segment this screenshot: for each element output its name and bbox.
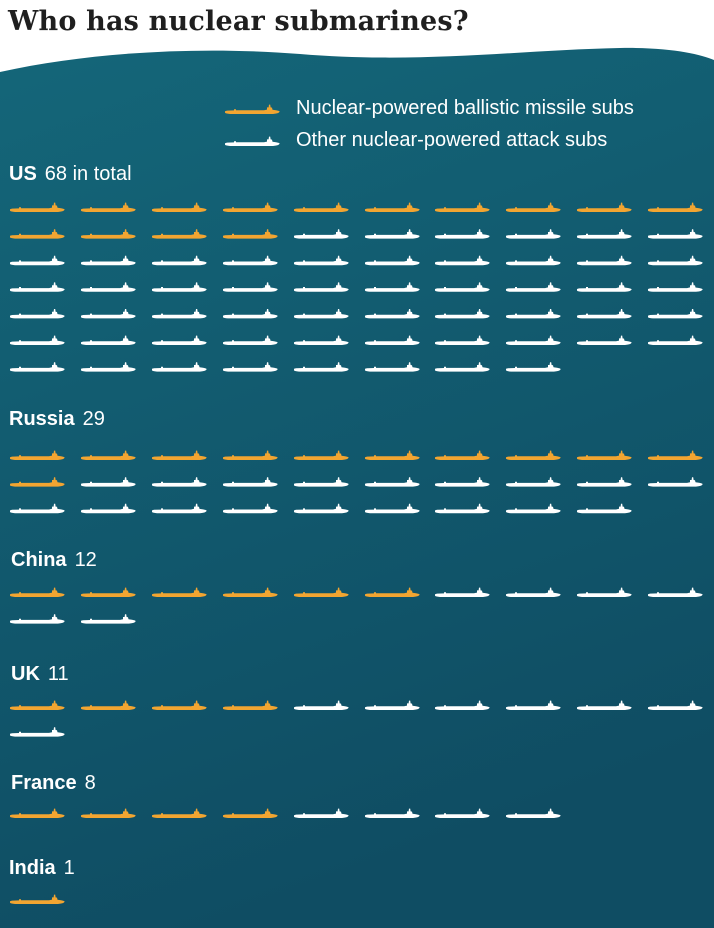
country-label-india: India 1 — [9, 857, 75, 880]
country-label-us: US 68 in total — [9, 163, 132, 186]
chart-title: Who has nuclear submarines? — [8, 6, 469, 37]
legend-label-attack: Other nuclear-powered attack subs — [296, 129, 608, 151]
attack-legend-swatch — [225, 136, 280, 146]
legend-item-ballistic: Nuclear-powered ballistic missile subs — [224, 97, 634, 120]
country-name: China — [11, 549, 67, 571]
country-name: France — [11, 772, 77, 794]
legend-item-attack: Other nuclear-powered attack subs — [224, 129, 607, 152]
legend-label-ballistic: Nuclear-powered ballistic missile subs — [296, 97, 634, 119]
ballistic-legend-sub — [225, 104, 280, 114]
ballistic-legend-swatch — [225, 104, 280, 114]
country-total: 8 — [84, 772, 96, 794]
country-name: India — [9, 857, 56, 879]
attack-legend-sub — [225, 136, 280, 146]
country-total: 11 — [47, 663, 69, 685]
country-name: Russia — [9, 408, 75, 430]
country-total: 29 — [82, 408, 105, 430]
ballistic-sub-icon — [224, 102, 280, 116]
country-total: 12 — [74, 549, 97, 571]
country-label-france: France 8 — [11, 772, 96, 795]
country-name: UK — [11, 663, 40, 685]
country-name: US — [9, 163, 37, 185]
country-label-russia: Russia 29 — [9, 408, 105, 431]
attack-sub-icon — [224, 134, 280, 148]
country-total: 68 in total — [44, 163, 132, 185]
country-label-uk: UK 11 — [11, 663, 69, 686]
country-total: 1 — [63, 857, 75, 879]
country-label-china: China 12 — [11, 549, 97, 572]
